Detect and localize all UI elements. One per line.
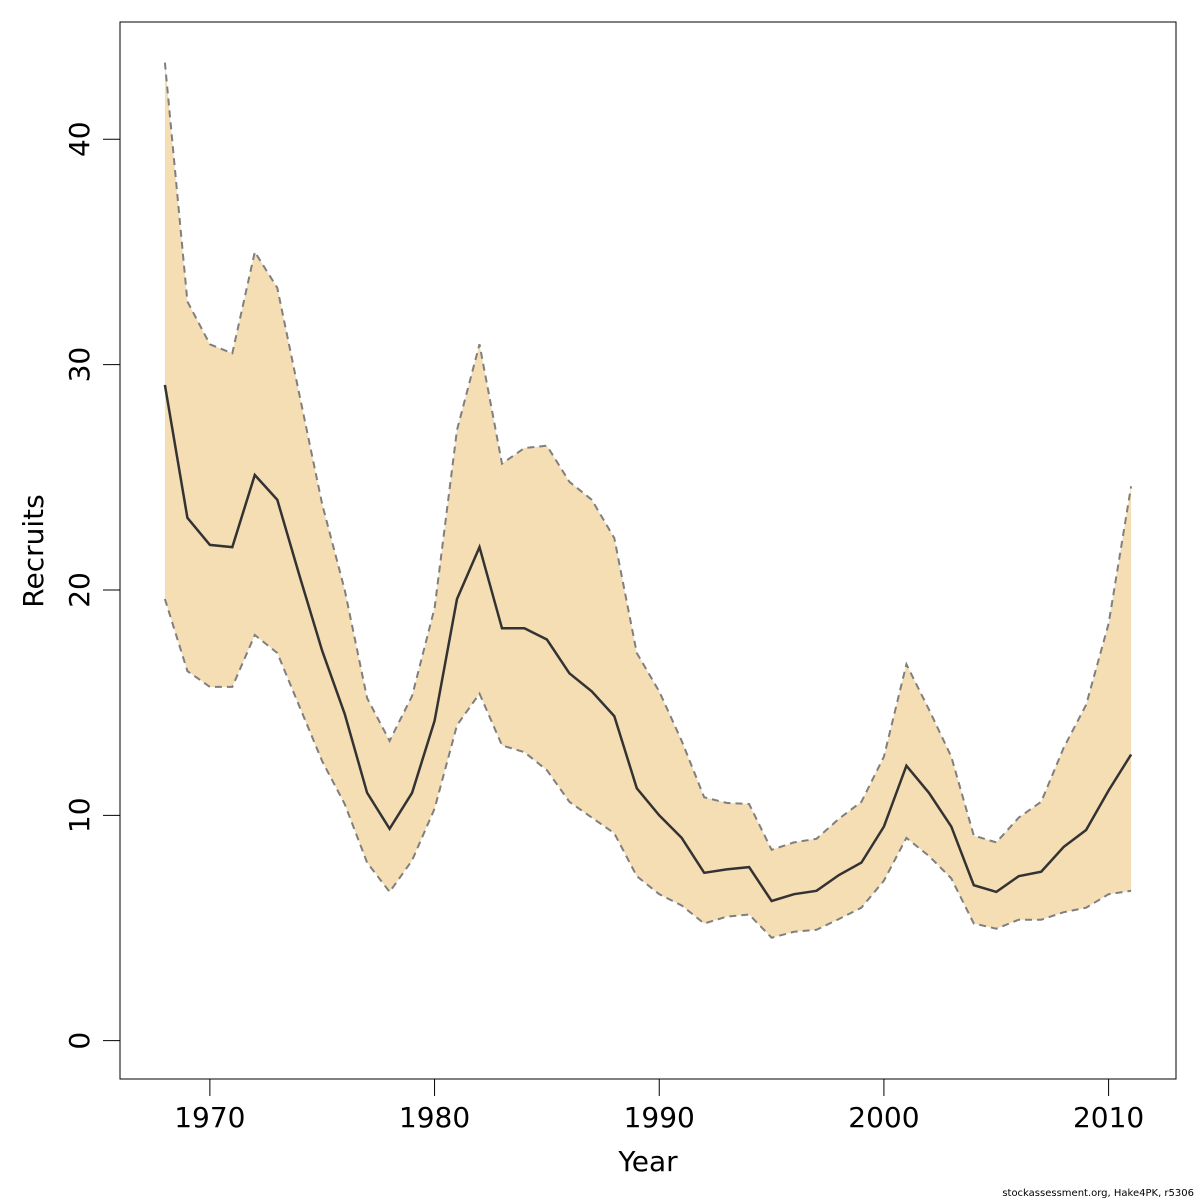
y-tick-label: 20 [63,572,96,608]
x-tick-label: 1970 [174,1101,245,1134]
x-tick-label: 2000 [848,1101,919,1134]
y-tick-label: 10 [63,797,96,833]
upper-bound-line [163,62,1133,852]
y-tick-label: 0 [63,1032,96,1050]
y-tick-label: 30 [63,347,96,383]
lower-bound-line [163,598,1132,939]
x-axis-label: Year [617,1145,678,1178]
x-tick-label: 1980 [399,1101,470,1134]
x-tick-label: 1990 [624,1101,695,1134]
y-axis-label: Recruits [17,494,50,607]
x-tick-label: 2010 [1073,1101,1144,1134]
y-tick-label: 40 [63,121,96,157]
confidence-band [164,62,1132,938]
footer-credit: stockassessment.org, Hake4PK, r5306 [1002,1188,1194,1199]
median-recruits-line [163,384,1133,903]
